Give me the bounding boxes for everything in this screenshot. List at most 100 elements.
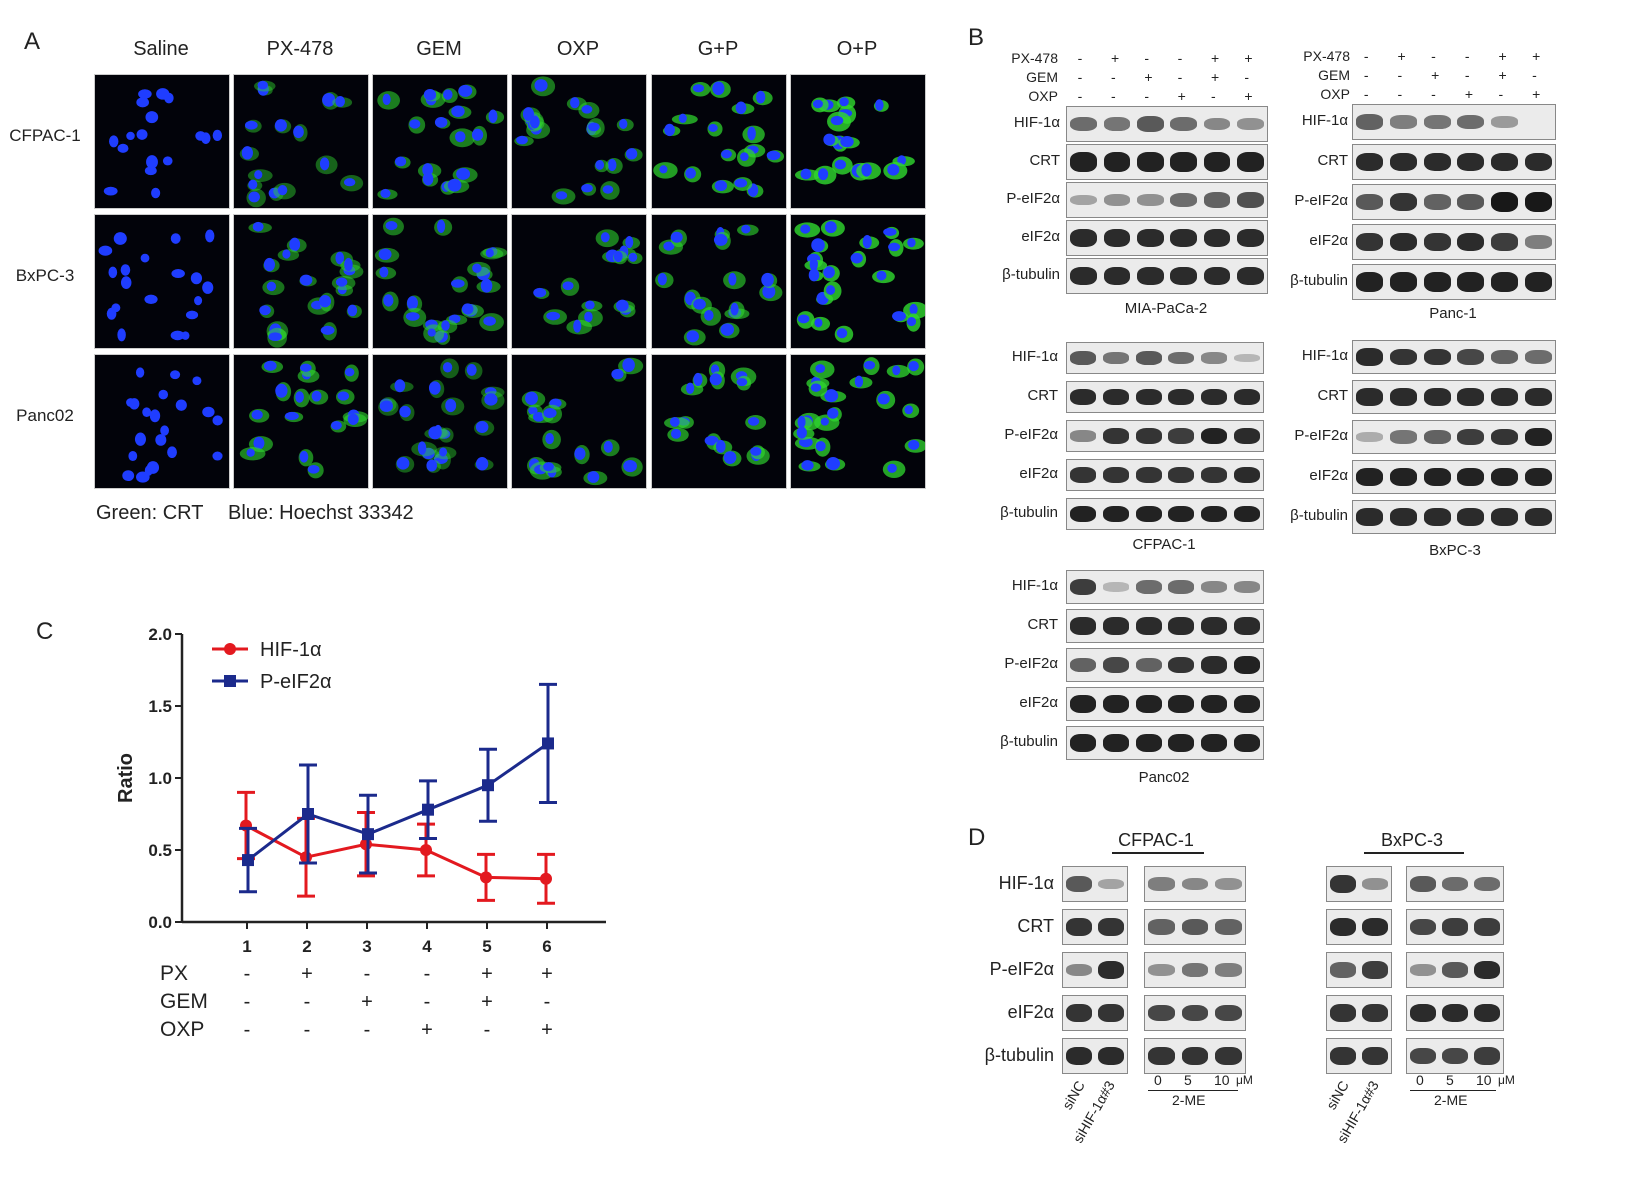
blot-strip — [1326, 866, 1392, 902]
nucleus — [588, 122, 600, 132]
nucleus — [525, 391, 538, 406]
series-line — [245, 824, 547, 881]
band — [1200, 656, 1228, 674]
band — [1181, 963, 1209, 977]
band — [1137, 228, 1164, 248]
band — [1170, 116, 1197, 132]
band — [1102, 505, 1130, 523]
band — [1362, 1046, 1388, 1065]
band — [1356, 152, 1384, 172]
band — [1135, 694, 1162, 714]
nucleus — [170, 370, 181, 380]
nucleus — [811, 238, 825, 253]
micrograph — [233, 214, 369, 349]
column-header: G+P — [697, 38, 739, 60]
nucleus — [799, 437, 813, 448]
band-label: P-eIF2α — [1004, 426, 1058, 443]
nucleus — [190, 272, 203, 285]
nucleus — [471, 128, 484, 141]
blot-strip — [1326, 995, 1392, 1031]
band — [1170, 192, 1197, 208]
band — [1330, 874, 1356, 893]
nucleus — [251, 409, 263, 420]
nucleus — [405, 312, 420, 321]
nucleus — [863, 360, 876, 370]
band — [1524, 152, 1552, 172]
nucleus — [212, 451, 223, 461]
nucleus — [663, 241, 675, 251]
treatment-mark: + — [1177, 88, 1186, 104]
group-title: CFPAC-1 — [1118, 830, 1194, 850]
band — [1070, 116, 1097, 132]
cell-image — [533, 229, 643, 335]
nucleus — [111, 303, 121, 313]
nucleus — [887, 163, 900, 176]
blot-strip — [1406, 952, 1504, 988]
band-label: CRT — [1317, 152, 1348, 169]
nucleus — [861, 163, 872, 177]
nucleus — [657, 273, 667, 286]
nucleus — [136, 471, 150, 483]
cell-image — [794, 219, 929, 343]
row-label: CFPAC-1 — [9, 126, 81, 145]
treatment-mark: - — [1144, 88, 1149, 104]
nucleus — [545, 432, 554, 445]
micrograph — [372, 354, 508, 489]
nucleus — [741, 224, 751, 234]
nucleus — [289, 237, 301, 252]
treatment-label: PX-478 — [1011, 50, 1058, 66]
treatment-mark: - — [244, 991, 251, 1013]
column-header: PX-478 — [266, 38, 334, 60]
band — [1066, 876, 1092, 892]
cell-image — [794, 96, 915, 185]
treatment-mark: - — [424, 963, 431, 985]
blot-strip — [1066, 381, 1264, 413]
treatment-mark: - — [1397, 67, 1403, 83]
nucleus — [379, 266, 389, 278]
nucleus — [433, 453, 448, 465]
band — [1237, 152, 1264, 172]
band — [1390, 348, 1417, 366]
nucleus — [428, 381, 441, 395]
blot-strip — [1352, 380, 1556, 414]
band — [1066, 917, 1092, 936]
nucleus — [145, 111, 159, 124]
band — [1410, 1003, 1436, 1023]
nucleus — [394, 379, 406, 393]
x-tick-label: 6 — [542, 937, 551, 956]
dose-unit: μM — [1236, 1073, 1253, 1087]
band — [1457, 508, 1485, 526]
nucleus — [522, 107, 535, 121]
band — [1103, 152, 1131, 172]
cell-line-label: Panc02 — [1138, 769, 1190, 786]
nucleus — [602, 185, 614, 194]
band — [1070, 388, 1097, 406]
band — [1168, 428, 1195, 444]
blot-strip — [1352, 460, 1556, 494]
nucleus — [529, 115, 540, 129]
treatment-mark: + — [1464, 86, 1474, 102]
blot-strip — [1066, 220, 1268, 256]
band — [1200, 388, 1228, 406]
band — [1103, 193, 1131, 207]
band — [1098, 960, 1124, 980]
band — [1137, 116, 1164, 132]
nucleus — [834, 159, 847, 170]
nucleus — [295, 391, 304, 403]
nucleus — [422, 172, 434, 186]
column-header: Saline — [133, 38, 189, 60]
nucleus — [766, 150, 781, 161]
band-label: β-tubulin — [1000, 733, 1058, 750]
row-label: Panc02 — [16, 406, 74, 425]
panel-b-label: B — [968, 24, 985, 51]
band — [1135, 351, 1162, 365]
band-label: CRT — [1027, 616, 1058, 633]
treatment-mark: + — [1532, 86, 1541, 102]
band — [1168, 505, 1195, 523]
band — [1330, 1003, 1356, 1022]
band — [1457, 114, 1485, 130]
nucleus — [613, 250, 623, 263]
micrograph — [790, 214, 929, 349]
band — [1491, 467, 1518, 487]
nucleus — [268, 187, 281, 199]
